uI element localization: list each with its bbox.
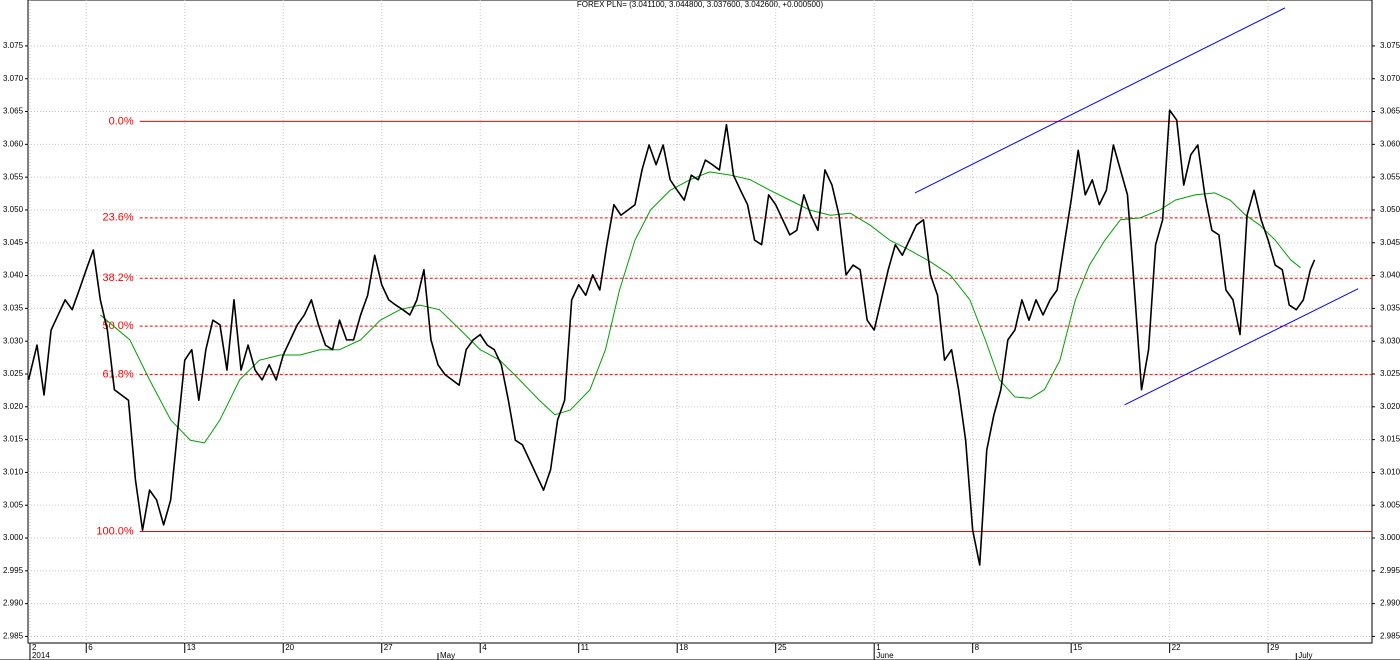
y-tick-label: 3.055 bbox=[3, 172, 24, 181]
y-tick-label: 3.040 bbox=[1380, 271, 1400, 280]
x-tick-label: 22 bbox=[1172, 643, 1181, 652]
y-tick-label: 3.035 bbox=[1380, 303, 1400, 312]
y-tick-label: 3.055 bbox=[1380, 172, 1400, 181]
x-tick-label: 1 bbox=[876, 643, 881, 652]
y-tick-label: 3.010 bbox=[1380, 468, 1400, 477]
y-tick-label: 3.020 bbox=[3, 402, 24, 411]
x-tick-label: 13 bbox=[187, 643, 196, 652]
x-tick-label: 25 bbox=[778, 643, 787, 652]
x-tick-label: 20 bbox=[285, 643, 294, 652]
month-label: July bbox=[1298, 651, 1312, 660]
y-tick-label: 3.040 bbox=[3, 271, 24, 280]
y-tick-label: 3.060 bbox=[1380, 139, 1400, 148]
fib-label: 23.6% bbox=[103, 212, 134, 224]
y-tick-label: 3.065 bbox=[1380, 107, 1400, 116]
y-tick-label: 3.000 bbox=[1380, 533, 1400, 542]
trend-line bbox=[914, 7, 1286, 194]
y-tick-label: 3.045 bbox=[3, 238, 24, 247]
y-tick-label: 3.035 bbox=[3, 303, 24, 312]
y-tick-label: 3.075 bbox=[1380, 41, 1400, 50]
x-tick-label: 27 bbox=[384, 643, 393, 652]
y-tick-label: 3.015 bbox=[3, 435, 24, 444]
month-label: May bbox=[440, 651, 455, 660]
y-tick-label: 2.990 bbox=[3, 599, 24, 608]
x-tick-label: 11 bbox=[581, 643, 590, 652]
x-tick-label: 15 bbox=[1073, 643, 1082, 652]
y-tick-label: 2.995 bbox=[3, 566, 24, 575]
trend-line bbox=[1124, 288, 1359, 406]
y-tick-label: 3.050 bbox=[1380, 205, 1400, 214]
y-tick-label: 3.070 bbox=[3, 74, 24, 83]
chart-title: FOREX PLN= (3.041100, 3.044800, 3.037600… bbox=[577, 0, 824, 9]
x-tick-label: 4 bbox=[482, 643, 487, 652]
x-tick-label: 8 bbox=[975, 643, 980, 652]
x-tick-label: 29 bbox=[1270, 643, 1279, 652]
moving-average-line bbox=[99, 171, 1301, 444]
y-tick-label: 3.015 bbox=[1380, 435, 1400, 444]
y-tick-label: 3.005 bbox=[3, 500, 24, 509]
y-tick-label: 3.045 bbox=[1380, 238, 1400, 247]
y-tick-label: 3.000 bbox=[3, 533, 24, 542]
y-tick-label: 3.060 bbox=[3, 139, 24, 148]
month-label: June bbox=[876, 651, 894, 660]
y-tick-label: 3.025 bbox=[1380, 369, 1400, 378]
y-tick-label: 3.065 bbox=[3, 107, 24, 116]
y-tick-label: 2.995 bbox=[1380, 566, 1400, 575]
y-tick-label: 3.020 bbox=[1380, 402, 1400, 411]
x-tick-label: 2 bbox=[32, 643, 37, 652]
y-tick-label: 3.050 bbox=[3, 205, 24, 214]
y-tick-label: 3.030 bbox=[3, 336, 24, 345]
fib-label: 100.0% bbox=[96, 525, 134, 537]
y-tick-label: 3.030 bbox=[1380, 336, 1400, 345]
y-tick-label: 3.010 bbox=[3, 468, 24, 477]
price-line bbox=[27, 109, 1316, 566]
month-label: 2014 bbox=[32, 651, 50, 660]
y-tick-label: 3.070 bbox=[1380, 74, 1400, 83]
y-tick-label: 2.985 bbox=[1380, 632, 1400, 641]
y-tick-label: 3.005 bbox=[1380, 500, 1400, 509]
y-tick-label: 2.990 bbox=[1380, 599, 1400, 608]
fib-label: 0.0% bbox=[109, 115, 134, 127]
x-tick-label: 6 bbox=[88, 643, 93, 652]
y-tick-label: 3.025 bbox=[3, 369, 24, 378]
fib-label: 38.2% bbox=[103, 272, 134, 284]
fib-label: 61.8% bbox=[103, 369, 134, 381]
y-tick-label: 2.985 bbox=[3, 632, 24, 641]
x-tick-label: 18 bbox=[679, 643, 688, 652]
plot-frame bbox=[27, 0, 1373, 644]
y-tick-label: 3.075 bbox=[3, 41, 24, 50]
